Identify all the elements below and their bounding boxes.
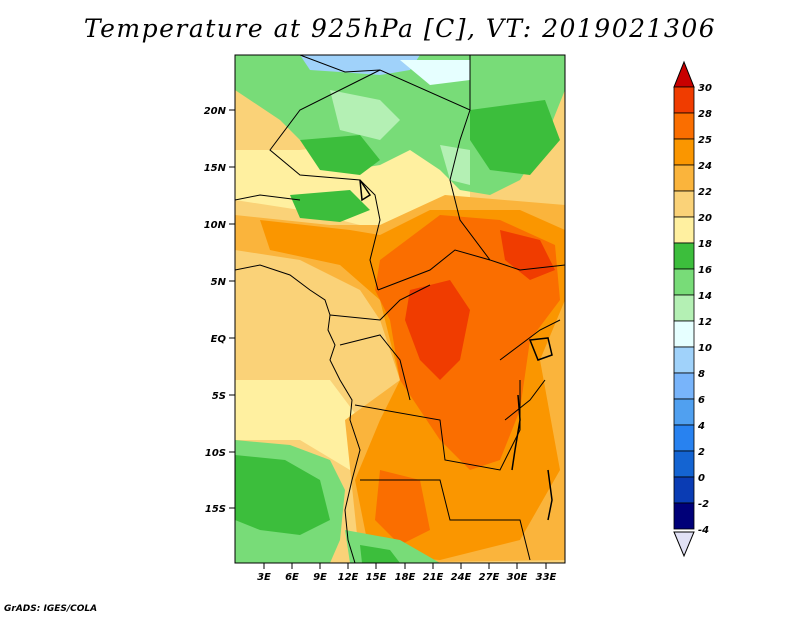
colorbar-box xyxy=(673,112,695,140)
colorbar-label: 12 xyxy=(698,317,712,328)
colorbar-box xyxy=(673,242,695,270)
colorbar: 30 28 25 24 22 20 18 16 14 12 10 8 6 4 2… xyxy=(673,60,712,558)
field-16-18-south xyxy=(360,545,400,563)
lat-label: 10N xyxy=(204,220,227,231)
lon-label: 18E xyxy=(395,572,416,583)
map-frame xyxy=(234,54,566,564)
colorbar-box xyxy=(673,268,695,296)
field-8-10 xyxy=(300,55,420,75)
lon-label: 21E xyxy=(423,572,444,583)
colorbar-label: 24 xyxy=(698,161,712,172)
field-pale-coast xyxy=(235,380,360,470)
colorbar-box xyxy=(673,138,695,166)
lon-label: 24E xyxy=(451,572,472,583)
lat-label: 5S xyxy=(212,391,226,402)
colorbar-box xyxy=(673,502,695,530)
colorbar-label: 6 xyxy=(698,395,705,406)
colorbar-label: 4 xyxy=(697,421,705,432)
lat-label: 15S xyxy=(205,504,226,515)
colorbar-box xyxy=(673,346,695,374)
colorbar-box xyxy=(673,164,695,192)
border-car xyxy=(377,249,491,291)
field-16-18-ne xyxy=(470,100,560,175)
field-12-14 xyxy=(330,90,400,140)
latitude-axis: 20N 15N 10N 5N EQ 5S 10S 15S xyxy=(204,106,235,515)
field-pale-north xyxy=(235,140,470,230)
border-uganda xyxy=(499,319,561,361)
colorbar-label: -4 xyxy=(698,525,709,536)
colorbar-box xyxy=(673,450,695,478)
colorbar-top-arrow xyxy=(673,60,695,88)
lat-label: 15N xyxy=(204,163,227,174)
lat-label: 20N xyxy=(204,106,227,117)
colorbar-box xyxy=(673,190,695,218)
lon-label: 3E xyxy=(257,572,271,583)
colorbar-box xyxy=(673,294,695,322)
colorbar-box xyxy=(673,398,695,426)
colorbar-box xyxy=(673,216,695,244)
border-sudan xyxy=(449,109,565,271)
field-16-18-north xyxy=(300,135,380,175)
border-congo xyxy=(339,334,411,401)
lat-label: 10S xyxy=(205,448,226,459)
border-nigeria xyxy=(235,194,301,201)
temperature-field xyxy=(235,55,565,563)
lon-label: 33E xyxy=(536,572,557,583)
country-borders xyxy=(235,55,565,563)
colorbar-label: 18 xyxy=(698,239,712,250)
colorbar-label: 8 xyxy=(698,369,705,380)
colorbar-box xyxy=(673,372,695,400)
colorbar-label: 28 xyxy=(698,109,712,120)
lon-label: 12E xyxy=(338,572,359,583)
field-16-18-sw xyxy=(235,455,330,535)
colorbar-box xyxy=(673,424,695,452)
border-rwanda xyxy=(504,379,546,421)
map-title: Temperature at 925hPa [C], VT: 201902130… xyxy=(83,14,717,43)
field-12-14-ridge xyxy=(440,145,470,185)
colorbar-bottom-arrow xyxy=(673,531,695,558)
field-28-30 xyxy=(405,280,470,380)
colorbar-box xyxy=(673,86,695,114)
field-10-12 xyxy=(400,60,470,85)
lake-victoria xyxy=(528,337,553,361)
colorbar-box xyxy=(673,476,695,504)
lake-malawi xyxy=(547,469,553,521)
footer-credit: GrADS: IGES/COLA xyxy=(4,604,98,614)
lon-label: 9E xyxy=(313,572,327,583)
field-25-28-south xyxy=(375,470,430,545)
colorbar-label: -2 xyxy=(698,499,709,510)
colorbar-label: 0 xyxy=(698,473,705,484)
colorbar-label: 2 xyxy=(698,447,705,458)
longitude-axis: 3E 6E 9E 12E 15E 18E 21E 24E 27E 30E 33E xyxy=(257,563,557,583)
colorbar-label: 30 xyxy=(698,83,712,94)
border-angola-zambia xyxy=(360,479,531,561)
colorbar-box xyxy=(673,320,695,348)
lon-label: 6E xyxy=(285,572,299,583)
lat-label: 5N xyxy=(211,277,227,288)
lon-label: 30E xyxy=(507,572,528,583)
field-16-18-lake-chad xyxy=(290,190,370,222)
lon-label: 15E xyxy=(366,572,387,583)
colorbar-label: 25 xyxy=(698,135,712,146)
field-25-28 xyxy=(375,215,560,470)
colorbar-label: 16 xyxy=(698,265,712,276)
lakes xyxy=(359,179,553,521)
lon-label: 27E xyxy=(479,572,500,583)
coastline xyxy=(235,264,361,563)
lake-tanganyika xyxy=(511,394,521,471)
lake-chad xyxy=(359,179,372,202)
colorbar-label: 14 xyxy=(698,291,712,302)
lat-label: EQ xyxy=(211,334,227,345)
border-cameroon xyxy=(329,284,431,321)
colorbar-label: 10 xyxy=(698,343,712,354)
field-14-16-north xyxy=(235,55,565,195)
colorbar-label: 20 xyxy=(698,213,712,224)
colorbar-label: 22 xyxy=(698,187,712,198)
